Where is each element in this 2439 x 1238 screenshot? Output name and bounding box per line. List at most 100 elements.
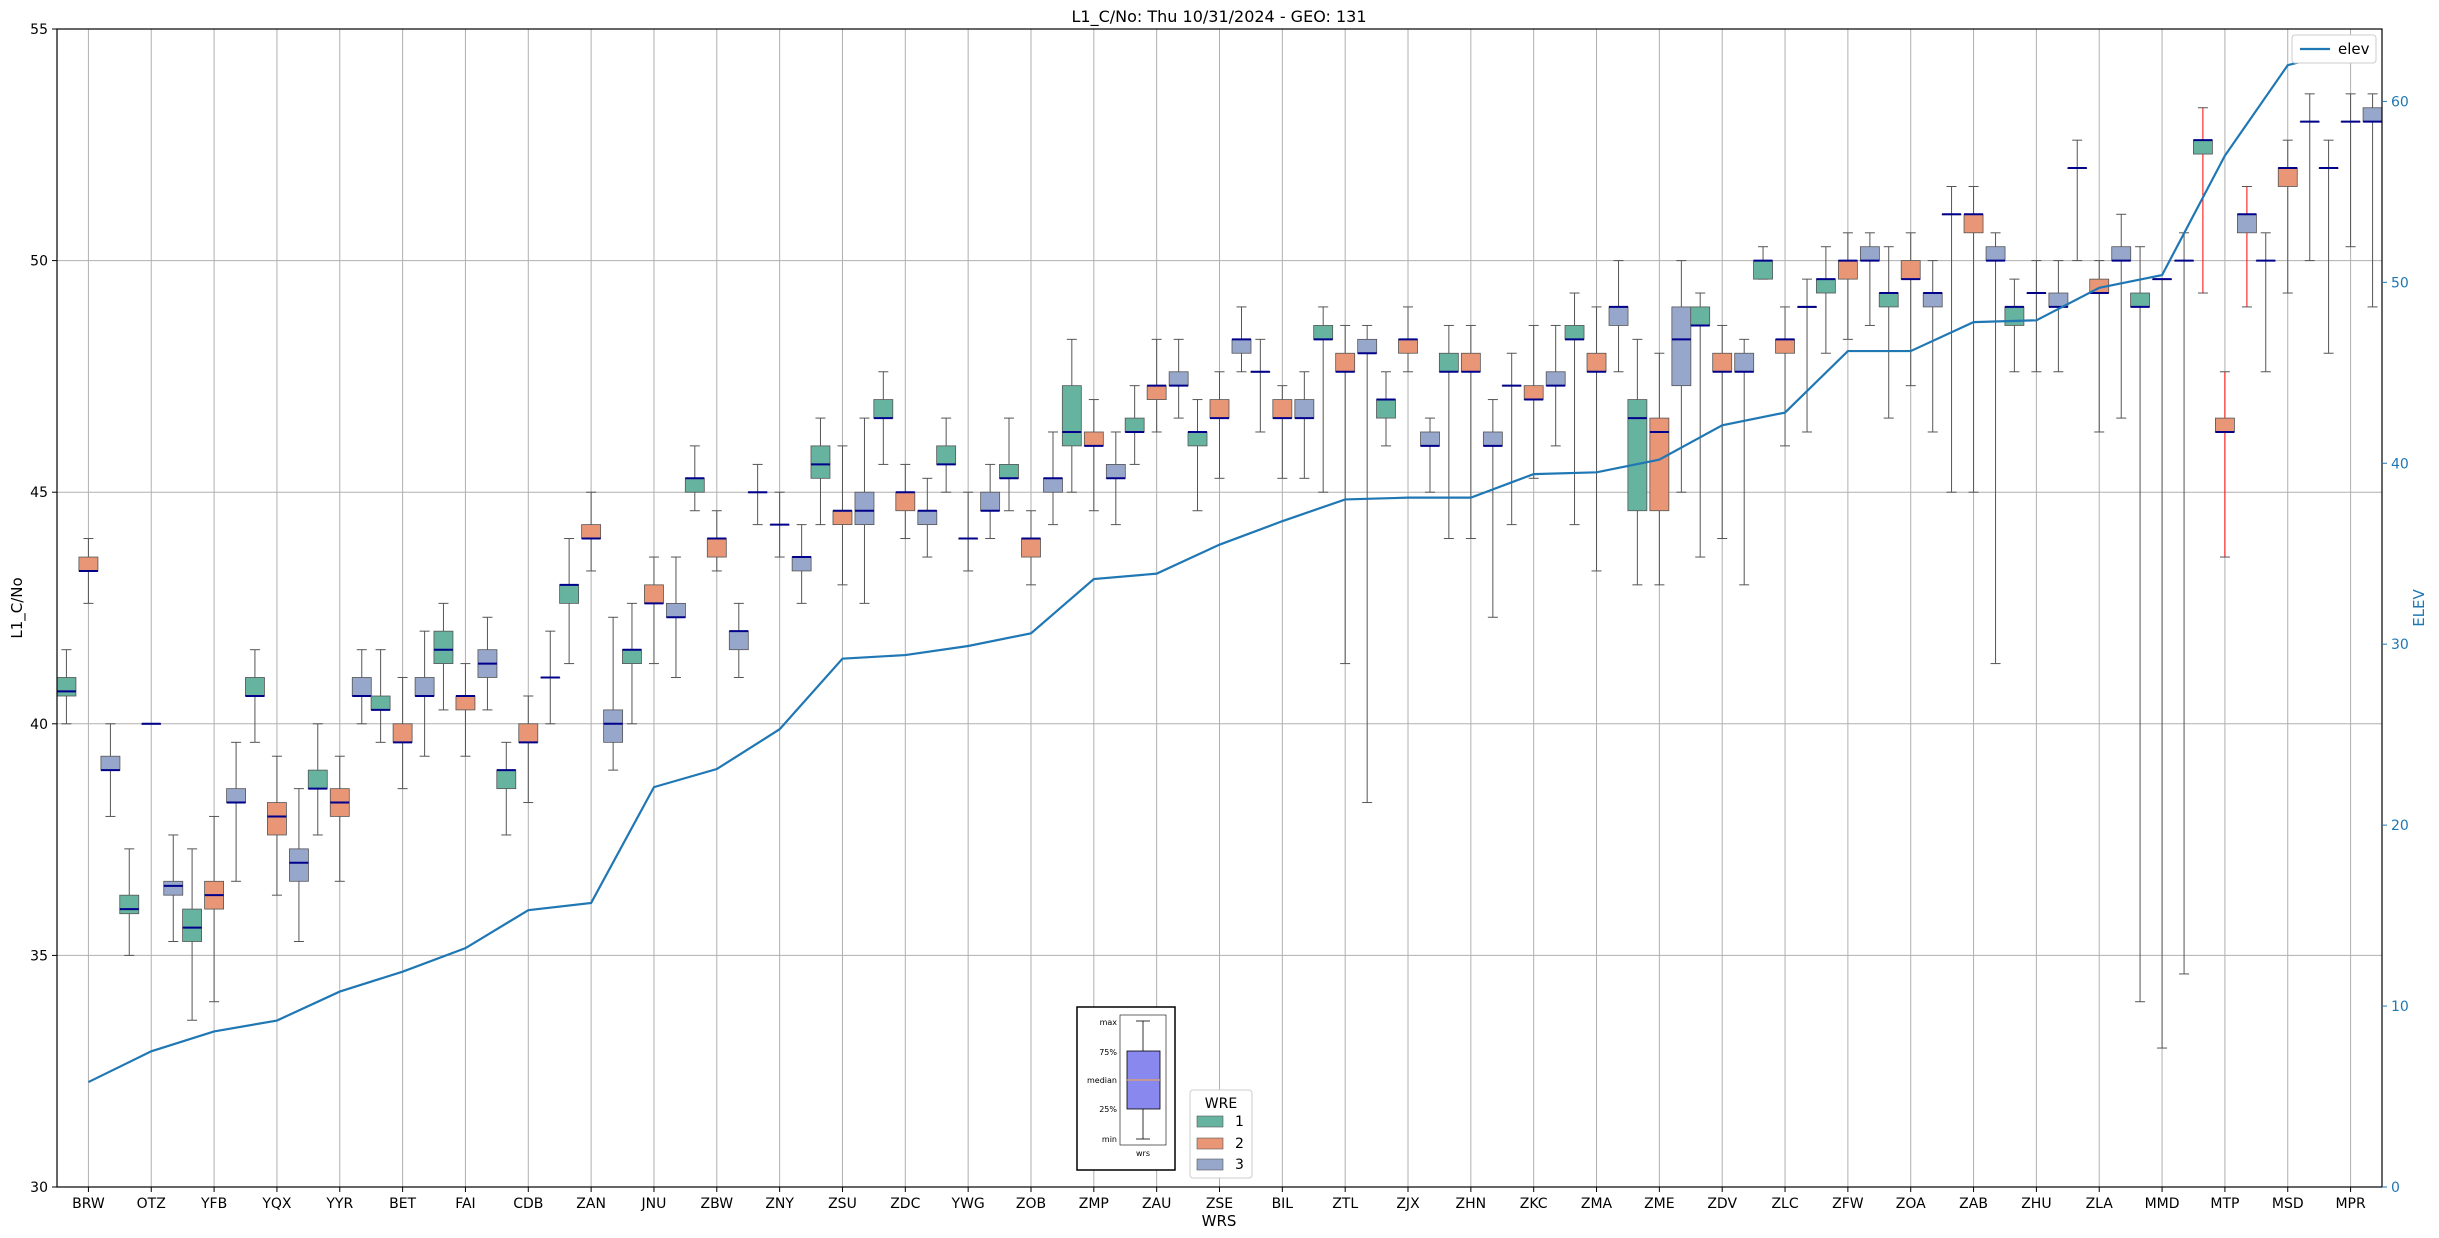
box-yyr-wre2 xyxy=(329,755,350,882)
x-tick-label: ZMP xyxy=(1079,1196,1109,1212)
x-tick-label: BET xyxy=(389,1196,416,1212)
y2-tick-label: 60 xyxy=(2391,94,2409,110)
box-body xyxy=(1523,385,1544,400)
x-tick-label: YWG xyxy=(951,1196,985,1212)
box-body xyxy=(1775,338,1795,354)
box-yqx-wre1 xyxy=(245,649,265,743)
box-yyr-wre3 xyxy=(351,649,372,725)
box-zan-wre2 xyxy=(581,491,602,572)
gridlines xyxy=(57,28,2382,1188)
box-zfw-wre2 xyxy=(1837,232,1858,340)
y2-tick-label: 10 xyxy=(2391,999,2409,1015)
wre-legend-swatch-1 xyxy=(1196,1115,1224,1128)
box-mtp-wre1 xyxy=(2193,107,2213,294)
box-body xyxy=(1627,399,1648,512)
box-body xyxy=(980,491,1001,512)
box-yyr-wre1 xyxy=(307,723,328,836)
box-zlc-wre2 xyxy=(1775,306,1795,447)
box-body xyxy=(1586,352,1607,373)
box-body xyxy=(728,630,749,651)
box-body xyxy=(245,677,265,697)
y2-axis-label: ELEV xyxy=(2410,588,2428,626)
x-axis-label: WRS xyxy=(1202,1212,1237,1230)
box-zhn-wre2 xyxy=(1460,324,1481,540)
box-body xyxy=(581,524,602,539)
box-cdb-wre1 xyxy=(496,741,517,836)
x-tick-label: ZDC xyxy=(890,1196,920,1212)
box-zhu-wre2 xyxy=(2026,260,2047,373)
box-body xyxy=(2215,417,2235,433)
box-body xyxy=(1043,477,1063,493)
box-body xyxy=(1922,292,1943,308)
box-zdc-wre1 xyxy=(873,371,894,465)
box-body xyxy=(1398,338,1418,354)
x-tick-label: ZME xyxy=(1644,1196,1675,1212)
box-zse-wre3 xyxy=(1231,306,1252,373)
box-ztl-wre3 xyxy=(1357,324,1378,804)
wre-legend-swatch-3 xyxy=(1196,1158,1224,1171)
box-zsu-wre1 xyxy=(810,417,831,526)
box-mpr-wre3 xyxy=(2362,93,2383,308)
box-zau-wre3 xyxy=(1168,338,1189,419)
box-zme-wre3 xyxy=(1671,260,1692,493)
box-body xyxy=(706,538,727,558)
box-zse-wre2 xyxy=(1209,371,1230,479)
x-tick-label: YFB xyxy=(200,1196,227,1212)
box-body xyxy=(1272,399,1293,419)
box-key-label-q1: 25% xyxy=(1099,1105,1117,1114)
x-tick-label: ZSU xyxy=(828,1196,857,1212)
box-ywg-wre1 xyxy=(936,417,957,493)
box-zan-wre3 xyxy=(603,616,624,771)
box-cdb-wre3 xyxy=(540,630,561,725)
x-tick-label: ZAB xyxy=(1959,1196,1988,1212)
x-tick-label: FAI xyxy=(455,1196,475,1212)
box-zme-wre2 xyxy=(1649,352,1670,586)
box-body xyxy=(1438,352,1459,373)
box-ywg-wre3 xyxy=(980,463,1001,540)
wre-legend-label-2: 2 xyxy=(1235,1136,1244,1152)
box-body xyxy=(119,894,140,915)
x-tick-label: ZFW xyxy=(1832,1196,1864,1212)
x-tick-label: ZHN xyxy=(1456,1196,1487,1212)
x-tick-label: JNU xyxy=(641,1196,667,1212)
box-key-xlabel: wrs xyxy=(1136,1149,1150,1158)
x-tick-label: ZAU xyxy=(1142,1196,1171,1212)
box-zbw-wre3 xyxy=(728,602,749,678)
y2-tick-label: 20 xyxy=(2391,818,2409,834)
box-zma-wre3 xyxy=(1608,260,1629,373)
box-body xyxy=(2362,107,2383,123)
box-body xyxy=(182,908,202,942)
box-zny-wre3 xyxy=(791,524,812,604)
x-tick-label: MMD xyxy=(2145,1196,2180,1212)
box-body xyxy=(791,556,812,572)
x-tick-label: MSD xyxy=(2272,1196,2304,1212)
box-brw-wre3 xyxy=(100,723,121,817)
x-tick-label: ZOB xyxy=(1016,1196,1046,1212)
box-body xyxy=(559,584,580,604)
wre-legend-frame xyxy=(1189,1089,1253,1179)
box-body xyxy=(1376,399,1396,419)
box-body xyxy=(1690,306,1711,326)
box-fai-wre3 xyxy=(477,616,498,711)
box-body xyxy=(1900,260,1921,280)
box-zfw-wre3 xyxy=(1859,232,1880,326)
box-zdc-wre3 xyxy=(917,477,938,558)
box-body xyxy=(496,769,517,790)
y2-tick-label: 40 xyxy=(2391,456,2409,472)
box-key-label-max: max xyxy=(1100,1018,1118,1027)
wre-legend: WRE 1 2 3 xyxy=(1189,1089,1253,1179)
box-mtp-wre3 xyxy=(2237,185,2257,308)
elev-line xyxy=(87,47,2351,1084)
box-zbw-wre2 xyxy=(706,510,727,572)
box-bet-wre1 xyxy=(370,649,391,743)
box-body xyxy=(1734,352,1755,373)
elev-series xyxy=(87,47,2351,1084)
box-otz-wre2 xyxy=(141,722,162,725)
box-body xyxy=(1105,464,1126,479)
box-zjx-wre3 xyxy=(1420,417,1440,493)
box-body xyxy=(603,709,624,743)
box-body xyxy=(392,723,413,743)
box-zny-wre2 xyxy=(769,491,790,558)
box-body xyxy=(1712,352,1733,373)
